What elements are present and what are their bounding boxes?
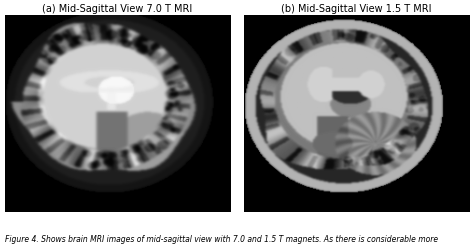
- Text: Figure 4. Shows brain MRI images of mid-sagittal view with 7.0 and 1.5 T magnets: Figure 4. Shows brain MRI images of mid-…: [5, 234, 438, 244]
- Title: (b) Mid-Sagittal View 1.5 T MRI: (b) Mid-Sagittal View 1.5 T MRI: [282, 4, 432, 14]
- Title: (a) Mid-Sagittal View 7.0 T MRI: (a) Mid-Sagittal View 7.0 T MRI: [42, 4, 192, 14]
